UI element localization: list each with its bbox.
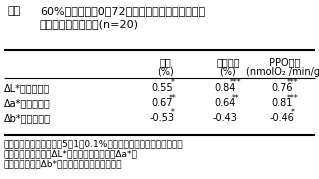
Text: 蛋白含量: 蛋白含量: [216, 57, 240, 67]
Text: Δb*（増加量）: Δb*（増加量）: [4, 113, 51, 123]
Text: 灰分: 灰分: [159, 57, 171, 67]
Text: *: *: [171, 108, 175, 117]
Text: 0.76: 0.76: [271, 83, 293, 93]
Text: 表１: 表１: [8, 6, 21, 16]
Text: 以下の図表も同様。ΔL*は明るさの減少量、Δa*は: 以下の図表も同様。ΔL*は明るさの減少量、Δa*は: [4, 149, 138, 158]
Text: (nmolO₂ /min/g): (nmolO₂ /min/g): [246, 67, 319, 77]
Text: (%): (%): [157, 67, 173, 77]
Text: -0.43: -0.43: [212, 113, 237, 123]
Text: ***: ***: [287, 93, 299, 103]
Text: 0.67: 0.67: [151, 98, 173, 108]
Text: *: *: [171, 79, 175, 88]
Text: Δa*（増加量）: Δa*（増加量）: [4, 98, 51, 108]
Text: 0.55: 0.55: [151, 83, 173, 93]
Text: ***: ***: [287, 79, 299, 88]
Text: -0.46: -0.46: [270, 113, 294, 123]
Text: **: **: [169, 93, 177, 103]
Text: ***: ***: [230, 79, 242, 88]
Text: 0.81: 0.81: [271, 98, 293, 108]
Text: (%): (%): [219, 67, 236, 77]
Text: 0.64: 0.64: [214, 98, 236, 108]
Text: ＊、＊＊、＊＊＊は各々5、1、0.1%水準で有意であることを示す。: ＊、＊＊、＊＊＊は各々5、1、0.1%水準で有意であることを示す。: [4, 139, 184, 148]
Text: 0.84: 0.84: [214, 83, 236, 93]
Text: *: *: [291, 108, 295, 117]
Text: 60%粉の成分と0～72時間後の中華めん生地色の
変化量との相関係数(n=20): 60%粉の成分と0～72時間後の中華めん生地色の 変化量との相関係数(n=20): [40, 6, 205, 29]
Text: PPO活性: PPO活性: [269, 57, 301, 67]
Text: **: **: [232, 93, 240, 103]
Text: ΔL*（減少量）: ΔL*（減少量）: [4, 83, 50, 93]
Text: -0.53: -0.53: [150, 113, 174, 123]
Text: 赤みの増加量、Δb*は黄色みの増加量を示す。: 赤みの増加量、Δb*は黄色みの増加量を示す。: [4, 159, 122, 168]
